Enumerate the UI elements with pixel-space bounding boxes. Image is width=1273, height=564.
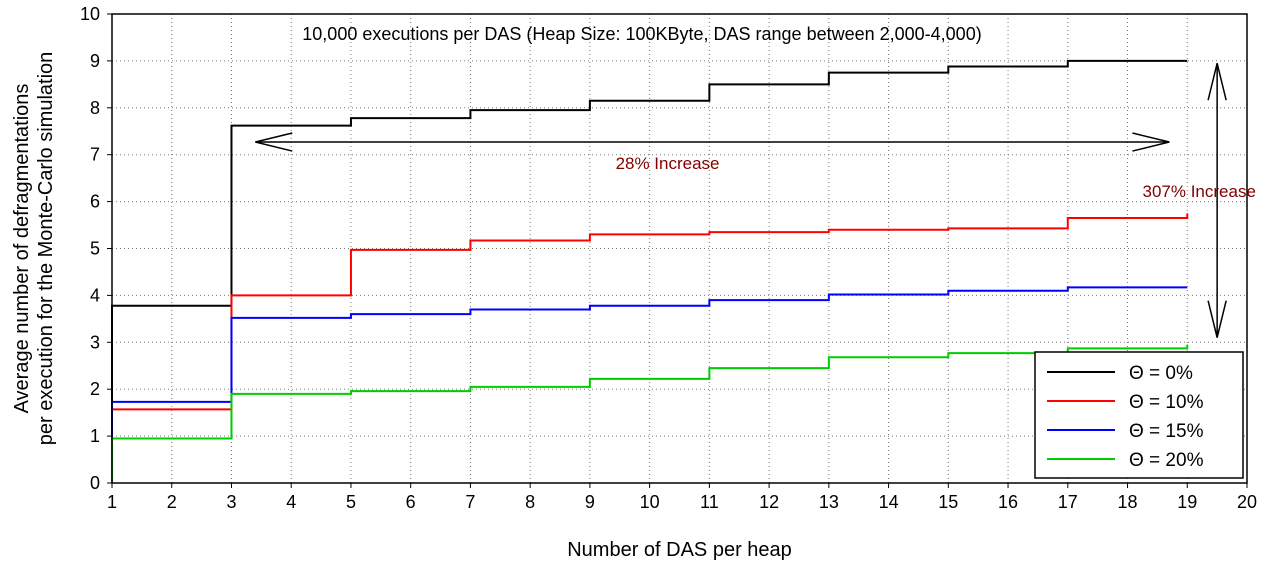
y-tick-label: 3 <box>90 332 100 352</box>
x-tick-label: 14 <box>879 492 899 512</box>
annotation-0: 28% Increase <box>616 154 720 173</box>
x-tick-label: 9 <box>585 492 595 512</box>
x-tick-label: 10 <box>640 492 660 512</box>
series-line-1 <box>111 213 1189 483</box>
legend-label-2: Θ = 15% <box>1129 421 1204 442</box>
y-tick-label: 4 <box>90 285 100 305</box>
arrow-head-0-1 <box>1132 132 1170 152</box>
x-tick-label: 6 <box>406 492 416 512</box>
ticks-group: 1 2 3 4 5 6 7 8 9 10 11 12 13 14 15 16 17 18 19 20012345678… <box>80 4 1257 512</box>
x-tick-label: 3 <box>226 492 236 512</box>
x-tick-label: 5 <box>346 492 356 512</box>
x-tick-label: 16 <box>998 492 1018 512</box>
x-tick-label: 4 <box>286 492 296 512</box>
arrow-head-1-1 <box>1207 300 1227 338</box>
arrows-group <box>255 63 1227 338</box>
x-tick-label: 18 <box>1118 492 1138 512</box>
legend-label-3: Θ = 20% <box>1129 450 1204 471</box>
y-tick-label: 10 <box>80 4 100 24</box>
annotation-1: 307% Increase <box>1143 182 1256 201</box>
y-axis-label-line2: per execution for the Monte-Carlo simula… <box>35 52 57 446</box>
series-group <box>111 59 1189 483</box>
arrow-head-1-0 <box>1207 63 1227 101</box>
y-tick-label: 8 <box>90 98 100 118</box>
legend-label-0: Θ = 0% <box>1129 363 1193 384</box>
legend-label-1: Θ = 10% <box>1129 392 1204 413</box>
x-tick-label: 2 <box>167 492 177 512</box>
chart-title: 10,000 executions per DAS (Heap Size: 10… <box>302 24 981 44</box>
y-tick-label: 0 <box>90 473 100 493</box>
y-axis-label-line1: Average number of defragmentations <box>11 84 33 414</box>
x-tick-label: 12 <box>759 492 779 512</box>
x-tick-label: 7 <box>465 492 475 512</box>
legend: Θ = 0% Θ = 10% Θ = 15% Θ = 20% <box>1034 351 1244 479</box>
annotations-group: 28% Increase 307% Increase <box>616 154 1256 201</box>
x-tick-label: 15 <box>938 492 958 512</box>
y-tick-label: 5 <box>90 239 100 259</box>
y-tick-label: 6 <box>90 192 100 212</box>
arrow-head-0-0 <box>255 132 293 152</box>
y-tick-label: 1 <box>90 426 100 446</box>
x-tick-label: 13 <box>819 492 839 512</box>
series-line-2 <box>111 286 1188 483</box>
x-tick-label: 20 <box>1237 492 1257 512</box>
y-tick-label: 9 <box>90 51 100 71</box>
x-tick-label: 11 <box>700 492 719 512</box>
x-tick-label: 1 <box>107 492 117 512</box>
y-tick-label: 7 <box>90 145 100 165</box>
x-tick-label: 19 <box>1177 492 1197 512</box>
x-tick-label: 17 <box>1058 492 1078 512</box>
y-tick-label: 2 <box>90 379 100 399</box>
x-axis-label: Number of DAS per heap <box>567 539 792 561</box>
x-tick-label: 8 <box>525 492 535 512</box>
series-line-0 <box>111 59 1188 483</box>
